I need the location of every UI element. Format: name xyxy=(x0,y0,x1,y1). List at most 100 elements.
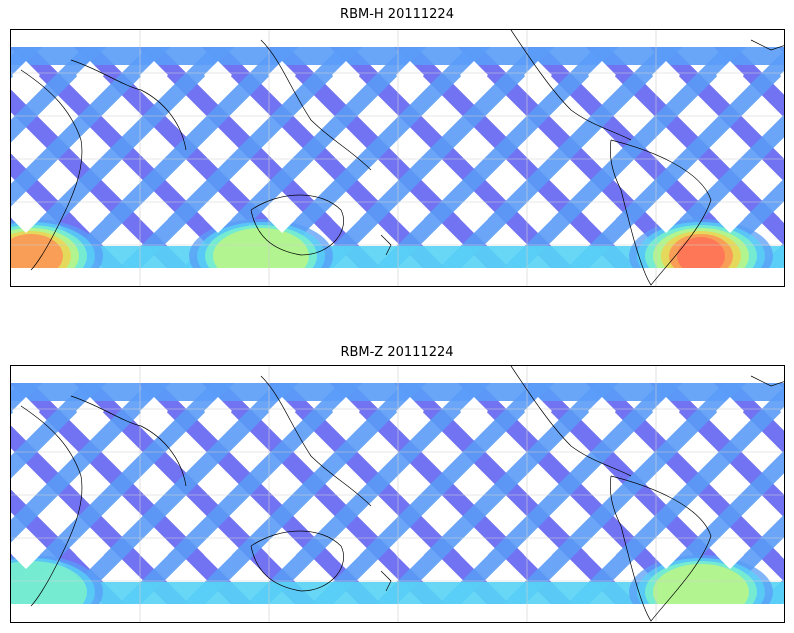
coastline xyxy=(260,39,372,171)
swath-gap xyxy=(396,541,424,569)
swath-ascending xyxy=(329,383,574,604)
swath-gap xyxy=(492,169,520,197)
swath-gap xyxy=(364,505,392,533)
swath-gap xyxy=(204,541,232,569)
coastline xyxy=(380,234,392,256)
swath-descending xyxy=(54,47,299,268)
swath-gap xyxy=(492,97,520,125)
swath-gap xyxy=(556,505,584,533)
swath-layer xyxy=(11,47,784,268)
swath-ascending xyxy=(265,383,510,604)
swath-gap xyxy=(524,61,552,89)
swath-gap xyxy=(588,541,616,569)
swath-gap xyxy=(684,169,712,197)
swath-gap xyxy=(140,541,168,569)
swath-gap xyxy=(76,541,104,569)
swath-gap xyxy=(332,397,360,425)
swath-descending xyxy=(182,383,427,604)
swath-gap xyxy=(620,97,648,125)
swath-gap xyxy=(12,541,40,569)
swath-gap xyxy=(460,133,488,161)
swath-gap xyxy=(716,205,744,233)
swath-gap xyxy=(460,397,488,425)
graticule xyxy=(11,366,784,622)
swath-gap xyxy=(236,97,264,125)
map-frame-top xyxy=(10,29,785,287)
coastline xyxy=(70,59,187,151)
swath-gap xyxy=(12,61,40,89)
swath-gap xyxy=(172,505,200,533)
swath-ascending xyxy=(393,383,638,604)
swath-gap xyxy=(140,61,168,89)
swath-descending xyxy=(118,383,363,604)
coastline xyxy=(750,39,784,51)
hot-zone xyxy=(653,564,749,604)
swath-gap xyxy=(300,97,328,125)
swath-gap xyxy=(620,505,648,533)
swath-gap xyxy=(716,61,744,89)
swath-gap xyxy=(76,397,104,425)
swath-gap xyxy=(300,505,328,533)
swath-gap xyxy=(460,205,488,233)
swath-gap xyxy=(748,97,776,125)
north-edge-band xyxy=(11,47,784,65)
swath-gap xyxy=(44,433,72,461)
map-title-top: RBM-H 20111224 xyxy=(340,7,454,22)
swath-gap xyxy=(460,541,488,569)
swath-descending xyxy=(11,47,107,143)
swath-ascending xyxy=(11,383,254,604)
swath-gap xyxy=(364,169,392,197)
swath-gap xyxy=(652,397,680,425)
swath-gap xyxy=(268,133,296,161)
swath-gap xyxy=(396,133,424,161)
swath-gap xyxy=(652,205,680,233)
swath-gap xyxy=(332,541,360,569)
swath-ascending xyxy=(713,383,784,454)
swath-gap xyxy=(108,169,136,197)
swath-gap xyxy=(524,541,552,569)
swath-ascending xyxy=(265,47,510,268)
swath-descending xyxy=(246,383,491,604)
swath-gap xyxy=(332,205,360,233)
swath-gap xyxy=(556,97,584,125)
hot-zone xyxy=(677,237,725,268)
swath-gap xyxy=(204,469,232,497)
swath-gap xyxy=(780,479,784,487)
graticule xyxy=(11,30,784,286)
coastline xyxy=(250,530,344,592)
swath-gap xyxy=(620,433,648,461)
swath-gap xyxy=(524,469,552,497)
coastline xyxy=(609,139,712,286)
swath-gap xyxy=(236,169,264,197)
swath-gap xyxy=(172,433,200,461)
swath-gap xyxy=(76,61,104,89)
swath-ascending xyxy=(201,383,446,604)
swath-ascending xyxy=(73,383,318,604)
swath-descending xyxy=(310,47,555,268)
swath-ascending xyxy=(585,383,784,582)
swath-gap xyxy=(428,97,456,125)
coastlines xyxy=(20,366,784,622)
coastline xyxy=(510,366,632,477)
swath-gap xyxy=(652,541,680,569)
swath-descending xyxy=(310,383,555,604)
swath-gap xyxy=(780,551,784,559)
swath-ascending xyxy=(393,47,638,268)
swath-ascending xyxy=(201,47,446,268)
coastline xyxy=(260,375,372,507)
swath-gap xyxy=(76,133,104,161)
swath-ascending xyxy=(649,383,784,518)
swath-descending xyxy=(566,386,784,604)
swath-gap xyxy=(108,505,136,533)
swath-gap xyxy=(396,205,424,233)
swath-gap xyxy=(588,397,616,425)
swath-gap xyxy=(620,169,648,197)
swath-gap xyxy=(652,61,680,89)
swath-descending xyxy=(566,50,784,268)
swath-gap xyxy=(44,97,72,125)
south-edge-band xyxy=(11,582,784,604)
swath-gap xyxy=(108,97,136,125)
swath-gap xyxy=(396,61,424,89)
swath-ascending xyxy=(11,89,190,268)
swath-gap xyxy=(556,169,584,197)
